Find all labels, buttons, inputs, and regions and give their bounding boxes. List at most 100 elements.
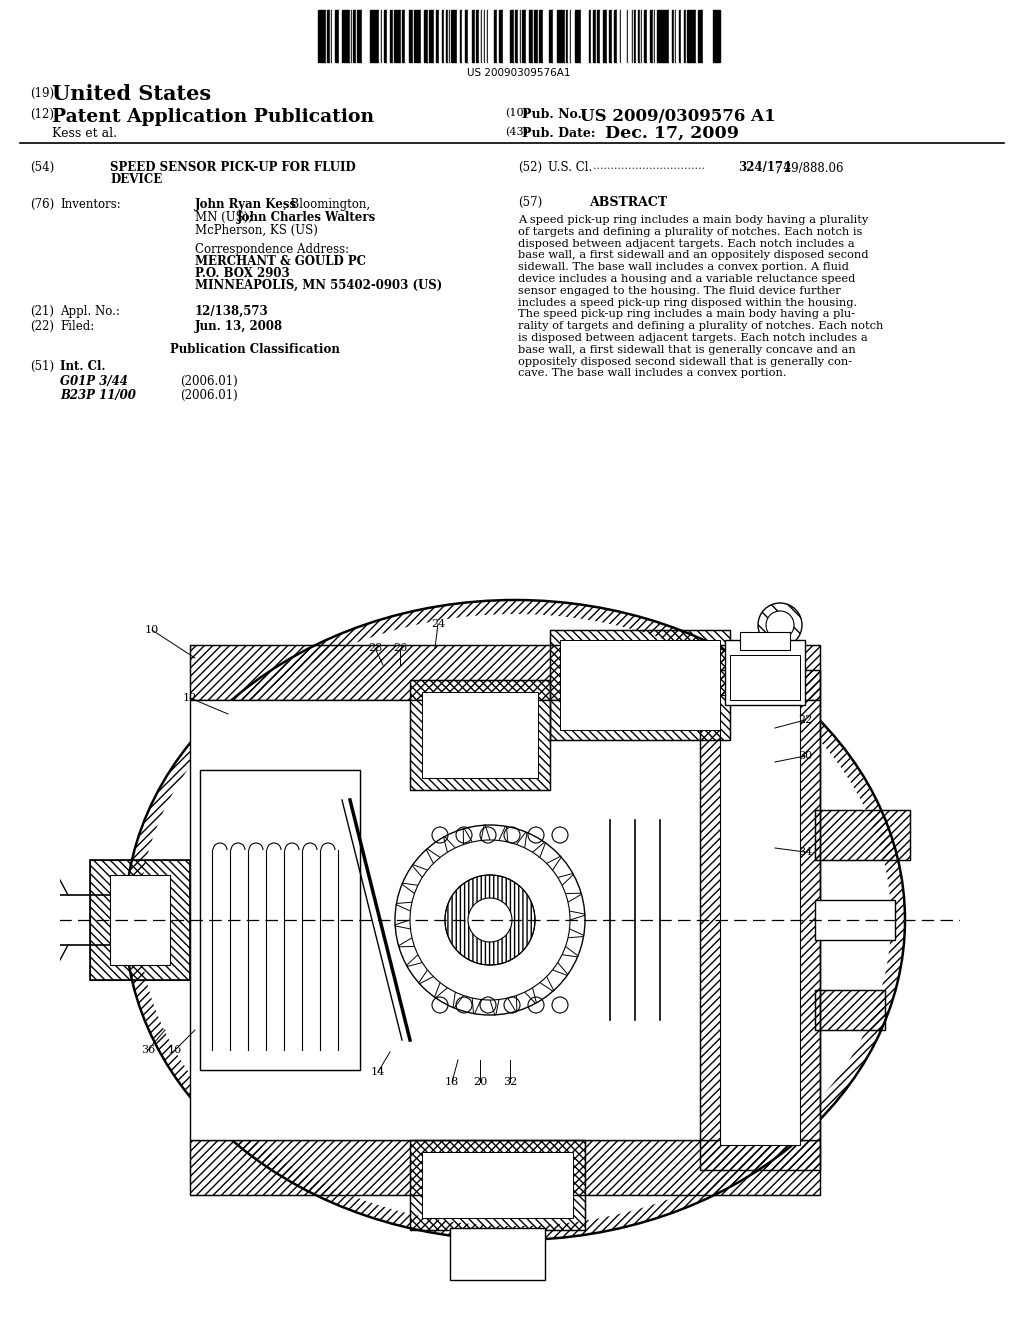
Bar	[725, 640, 805, 705]
Bar	[318, 11, 321, 62]
Bar	[388, 11, 390, 62]
Text: US 20090309576A1: US 20090309576A1	[467, 69, 570, 78]
Bar	[506, 11, 509, 62]
Text: Publication Classification: Publication Classification	[170, 343, 340, 356]
Bar	[636, 11, 638, 62]
Bar	[662, 11, 665, 62]
Text: oppositely disposed second sidewall that is generally con-: oppositely disposed second sidewall that…	[518, 356, 852, 367]
Bar	[190, 1140, 820, 1195]
Bar	[648, 11, 650, 62]
Bar	[815, 900, 895, 940]
Bar	[593, 11, 596, 62]
Bar	[546, 11, 548, 62]
Text: Kess et al.: Kess et al.	[52, 127, 117, 140]
Text: SPEED SENSOR PICK-UP FOR FLUID: SPEED SENSOR PICK-UP FOR FLUID	[110, 161, 355, 174]
Text: Pub. No.:: Pub. No.:	[522, 108, 587, 121]
Text: sensor engaged to the housing. The fluid device further: sensor engaged to the housing. The fluid…	[518, 286, 841, 296]
Text: (22): (22)	[30, 319, 54, 333]
Text: (19): (19)	[30, 87, 54, 100]
Bar	[324, 11, 326, 62]
Bar	[603, 11, 606, 62]
Bar	[436, 11, 439, 62]
Text: Int. Cl.: Int. Cl.	[60, 360, 105, 374]
Text: (12): (12)	[30, 108, 54, 121]
Bar	[655, 11, 657, 62]
Bar	[740, 632, 790, 649]
Text: (43): (43)	[505, 127, 528, 137]
Bar	[409, 11, 411, 62]
Bar	[684, 11, 686, 62]
Text: 26: 26	[393, 643, 408, 653]
Text: disposed between adjacent targets. Each notch includes a: disposed between adjacent targets. Each …	[518, 239, 855, 248]
Bar	[522, 11, 524, 62]
Bar	[503, 11, 506, 62]
Bar	[543, 11, 545, 62]
Bar	[460, 11, 462, 62]
Bar	[539, 11, 541, 62]
Bar	[422, 1152, 573, 1218]
Bar	[612, 11, 614, 62]
Bar	[706, 11, 709, 62]
Bar	[451, 11, 454, 62]
Bar	[410, 1140, 585, 1230]
Bar	[681, 11, 684, 62]
Text: 20: 20	[473, 1077, 487, 1086]
Bar	[410, 680, 550, 789]
Bar	[394, 11, 397, 62]
Bar	[482, 11, 484, 62]
Text: Correspondence Address:: Correspondence Address:	[195, 243, 349, 256]
Text: US 2009/0309576 A1: US 2009/0309576 A1	[580, 108, 775, 125]
Bar	[190, 700, 820, 1140]
Bar	[562, 11, 564, 62]
Text: 34: 34	[798, 847, 812, 857]
Bar	[346, 11, 349, 62]
Bar	[691, 11, 694, 62]
Bar	[589, 11, 591, 62]
Bar	[499, 11, 501, 62]
Text: (52): (52)	[518, 161, 542, 174]
Circle shape	[766, 611, 794, 639]
Bar	[495, 11, 497, 62]
Bar	[524, 11, 526, 62]
Bar	[473, 11, 475, 62]
Bar	[339, 11, 342, 62]
Text: 22: 22	[798, 715, 812, 725]
Bar	[614, 11, 616, 62]
Bar	[414, 11, 417, 62]
Bar	[714, 11, 716, 62]
Bar	[515, 11, 518, 62]
Bar	[466, 11, 468, 62]
Text: cave. The base wall includes a convex portion.: cave. The base wall includes a convex po…	[518, 368, 786, 379]
Bar	[432, 11, 434, 62]
Bar	[689, 11, 691, 62]
Bar	[584, 11, 587, 62]
Text: is disposed between adjacent targets. Each notch includes a: is disposed between adjacent targets. Ea…	[518, 333, 867, 343]
Bar	[488, 11, 490, 62]
Bar	[390, 11, 393, 62]
Text: Jun. 13, 2008: Jun. 13, 2008	[195, 319, 283, 333]
Text: base wall, a first sidewall and an oppositely disposed second: base wall, a first sidewall and an oppos…	[518, 251, 868, 260]
Text: ................................: ................................	[593, 161, 705, 172]
Bar	[700, 11, 702, 62]
Bar	[190, 645, 820, 700]
Text: (21): (21)	[30, 305, 54, 318]
Bar	[625, 11, 627, 62]
Bar	[526, 11, 529, 62]
Text: 12/138,573: 12/138,573	[195, 305, 268, 318]
Bar	[642, 11, 644, 62]
Bar	[560, 640, 720, 730]
Bar	[424, 11, 427, 62]
Bar	[531, 11, 534, 62]
Bar	[402, 11, 406, 62]
Text: (2006.01): (2006.01)	[180, 375, 238, 388]
Bar	[446, 11, 449, 62]
Bar	[665, 11, 667, 62]
Bar	[422, 692, 538, 777]
Bar	[617, 11, 620, 62]
Text: device includes a housing and a variable reluctance speed: device includes a housing and a variable…	[518, 275, 855, 284]
Bar	[679, 11, 681, 62]
Bar	[190, 645, 820, 700]
Bar	[362, 11, 365, 62]
Bar	[429, 11, 432, 62]
Bar	[700, 671, 820, 1170]
